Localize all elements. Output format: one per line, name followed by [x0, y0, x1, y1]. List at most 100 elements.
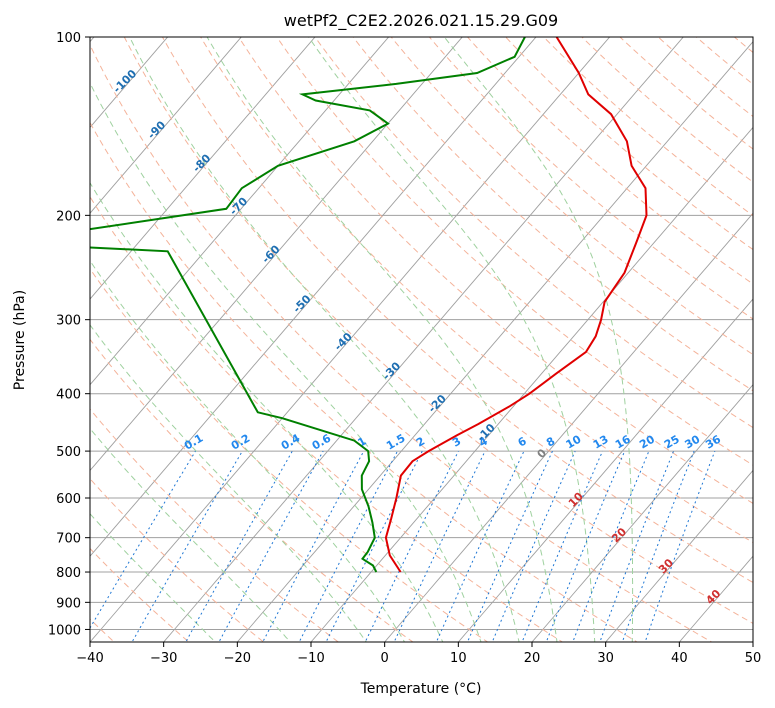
dry-adiabat-line	[90, 338, 414, 642]
dry-adiabat-line	[428, 37, 753, 320]
axes: −40 −30 −20 −10 0 10 20 30 40 5010009008007006005…	[48, 31, 761, 666]
moist-adiabat-line	[90, 181, 444, 642]
y-tick-label: 1000	[48, 623, 81, 638]
moist-adiabat-line	[90, 513, 216, 642]
x-tick-label: 50	[745, 651, 762, 666]
mixing-ratio-line	[466, 450, 553, 642]
y-tick-label: 800	[56, 566, 81, 581]
isotherm-label: -70	[227, 194, 250, 217]
mixing-ratio-line	[185, 450, 293, 642]
dry-adiabat-line	[619, 37, 753, 150]
mixing-ratio-label: 16	[613, 432, 633, 451]
isotherm-line	[90, 37, 463, 472]
dry-adiabat-line	[733, 37, 753, 54]
dry-adiabat-line	[276, 37, 753, 466]
mixing-ratio-line	[325, 450, 423, 642]
moist-adiabat-line	[129, 37, 520, 642]
dry-adiabat-line	[238, 37, 753, 504]
isotherm-line	[90, 37, 316, 300]
isotherm-line	[678, 555, 753, 642]
isotherm-line	[752, 641, 753, 642]
mixing-ratio-label: 30	[682, 432, 702, 451]
mixing-ratio-line	[393, 450, 486, 642]
isotherm-line	[236, 40, 753, 642]
mixing-ratio-label: 2	[414, 435, 427, 450]
mixing-ratio-label: 20	[637, 432, 657, 451]
isotherm-line	[605, 469, 753, 642]
moist-adiabat-line	[90, 427, 291, 642]
dry-adiabat-line	[90, 547, 190, 642]
x-tick-label: −40	[76, 651, 103, 666]
y-axis-label: Pressure (hPa)	[12, 290, 28, 390]
y-tick-label: 900	[56, 596, 81, 611]
isotherm-label: -20	[426, 392, 449, 415]
moist-adiabat-line	[90, 324, 367, 642]
dewpoint-profile-line	[90, 37, 526, 573]
y-tick-label: 200	[56, 209, 81, 224]
isotherm-label-warm: 10	[566, 490, 586, 510]
mixing-ratio-label: 8	[544, 435, 557, 450]
x-tick-label: −10	[297, 651, 324, 666]
isotherm-line	[90, 37, 242, 214]
dry-adiabat-line	[581, 37, 753, 183]
mixing-ratio-line	[298, 450, 398, 642]
x-axis-label: Temperature (°C)	[360, 681, 482, 697]
temperature-profile-line	[384, 37, 648, 573]
mixing-ratio-label: 6	[516, 434, 529, 449]
mixing-ratio-line	[545, 450, 626, 642]
moist-adiabat-line	[308, 37, 596, 642]
mixing-ratio-label: 0.4	[279, 431, 303, 452]
x-tick-label: −20	[224, 651, 251, 666]
mixing-ratio-line	[599, 450, 675, 642]
isotherm-label-warm: 30	[656, 556, 676, 576]
mixing-ratio-line	[621, 450, 695, 642]
isotherm-label: -100	[111, 67, 140, 96]
mixing-ratio-line	[364, 450, 459, 642]
dry-adiabat-line	[90, 478, 265, 642]
isotherm-line	[384, 212, 753, 642]
mixing-ratio-line	[572, 450, 650, 642]
moist-adiabat-line	[443, 37, 634, 642]
mixing-ratio-line	[262, 450, 365, 642]
mixing-ratio-line	[521, 450, 604, 642]
x-tick-label: 20	[524, 651, 541, 666]
chart-title: wetPf2_C2E2.2026.021.15.29.G09	[284, 11, 558, 31]
dry-adiabat-line	[200, 37, 753, 544]
isotherm-label: -40	[332, 330, 355, 353]
x-tick-label: 10	[450, 651, 467, 666]
mixing-ratio-line	[435, 450, 525, 642]
plot-frame	[89, 36, 754, 643]
dry-adiabat-line	[90, 43, 713, 642]
isotherm-line	[531, 384, 753, 642]
isotherm-label-warm: 20	[609, 525, 629, 545]
mixing-ratio-label: 0.6	[310, 431, 334, 452]
isotherm-line	[457, 298, 753, 642]
isotherm-line	[90, 37, 537, 557]
dry-adiabat-line	[90, 267, 489, 642]
isotherm-line	[310, 126, 753, 642]
isotherm-label: -60	[259, 242, 282, 265]
mixing-ratio-line	[218, 450, 324, 642]
dry-adiabat-line	[90, 408, 340, 642]
x-tick-label: 30	[597, 651, 614, 666]
isotherm-label-zero: 0	[535, 446, 550, 461]
dry-adiabat-line	[466, 37, 753, 285]
isotherm-label: -90	[145, 118, 168, 141]
plot-area: 0.1 0.2 0.4 0.6 1 1.5 2 3 4 6 8 10 13 16 20 25 30 36-100-…	[90, 24, 775, 654]
y-tick-label: 500	[56, 445, 81, 460]
isotherm-label: -50	[290, 292, 313, 315]
isotherm-line	[163, 37, 684, 642]
moist-adiabat-line	[90, 259, 406, 642]
moist-adiabat-line	[206, 37, 558, 642]
mixing-ratio-line	[90, 450, 196, 629]
dry-adiabat-line	[314, 37, 753, 429]
isotherm-line	[90, 37, 390, 386]
x-tick-label: −30	[150, 651, 177, 666]
dry-adiabat-line	[543, 37, 753, 217]
y-tick-label: 600	[56, 492, 81, 507]
dry-adiabat-line	[757, 24, 775, 654]
mixing-ratio-label: 0.1	[182, 432, 205, 453]
mixing-ratio-line	[131, 450, 243, 642]
mixing-ratio-line	[491, 450, 576, 642]
